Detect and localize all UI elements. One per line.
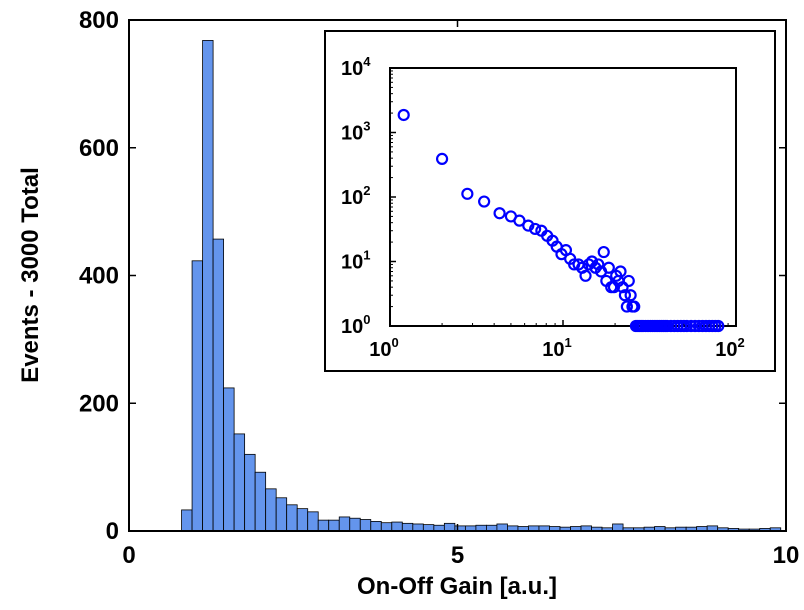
y-tick-label: 400	[79, 263, 119, 290]
inset-data-point	[478, 195, 491, 208]
inset-data-point	[602, 261, 615, 274]
x-tick-label: 10	[773, 542, 800, 569]
inset-data-point	[522, 219, 535, 232]
histogram-bar	[265, 488, 277, 532]
inset-data-point	[628, 300, 641, 313]
inset-data-point	[435, 152, 449, 165]
inset-data-point	[529, 222, 542, 236]
histogram-bar	[191, 260, 203, 532]
inset-data-point	[614, 265, 627, 278]
inset-data-point	[616, 281, 629, 294]
histogram-bar	[244, 453, 256, 532]
inset-points	[397, 108, 725, 333]
inset-background	[324, 30, 776, 372]
histogram-bars	[181, 40, 782, 532]
x-tick-label: 0	[122, 542, 135, 569]
histogram-bar	[317, 519, 330, 532]
histogram-bar	[254, 471, 267, 532]
histogram-bar	[370, 521, 382, 532]
histogram-bar	[338, 516, 351, 532]
inset-data-point	[592, 258, 605, 271]
inset-data-point	[493, 207, 506, 220]
histogram-bar	[202, 40, 214, 532]
inset-data-point	[585, 255, 599, 268]
inset-data-point	[579, 269, 592, 282]
histogram-bar	[212, 238, 225, 532]
y-tick-label: 0	[106, 518, 119, 545]
histogram-bar	[181, 509, 193, 532]
inset-data-point	[461, 187, 474, 200]
histogram-bar	[286, 504, 298, 532]
histogram-bar	[612, 523, 624, 532]
histogram-bar	[328, 519, 340, 532]
x-tick-label: 5	[451, 542, 464, 569]
main-y-axis-label: Events - 3000 Total	[17, 167, 44, 383]
histogram-bar	[223, 387, 235, 532]
histogram-bar	[380, 522, 393, 532]
inset-data-point	[680, 319, 693, 333]
inset-data-point	[597, 245, 610, 259]
main-x-axis-label: On-Off Gain [a.u.]	[357, 573, 557, 600]
histogram-bar	[496, 523, 508, 532]
histogram-bar	[349, 517, 361, 532]
histogram-bar	[233, 433, 246, 532]
histogram-bar	[296, 508, 309, 532]
histogram-bar	[401, 522, 414, 532]
histogram-bar	[412, 523, 424, 532]
inset-data-point	[622, 274, 635, 288]
y-tick-label: 200	[79, 390, 119, 417]
inset-data-point	[624, 289, 637, 302]
histogram-bar	[443, 522, 456, 532]
inset-data-point	[712, 319, 725, 333]
histogram-bar	[359, 519, 372, 532]
y-tick-label: 600	[79, 135, 119, 162]
inset-y-tick-label: 101	[341, 248, 370, 274]
inset-y-tick-label: 100	[341, 312, 370, 338]
histogram-bar	[391, 521, 403, 532]
histogram-bar	[307, 511, 319, 532]
histogram-bar	[275, 497, 288, 532]
inset-data-point	[513, 214, 526, 227]
inset-data-point	[397, 108, 410, 122]
inset-data-point	[684, 319, 698, 333]
y-tick-label: 800	[79, 7, 119, 34]
inset-data-point	[618, 289, 632, 302]
inset-data-point	[620, 300, 633, 313]
